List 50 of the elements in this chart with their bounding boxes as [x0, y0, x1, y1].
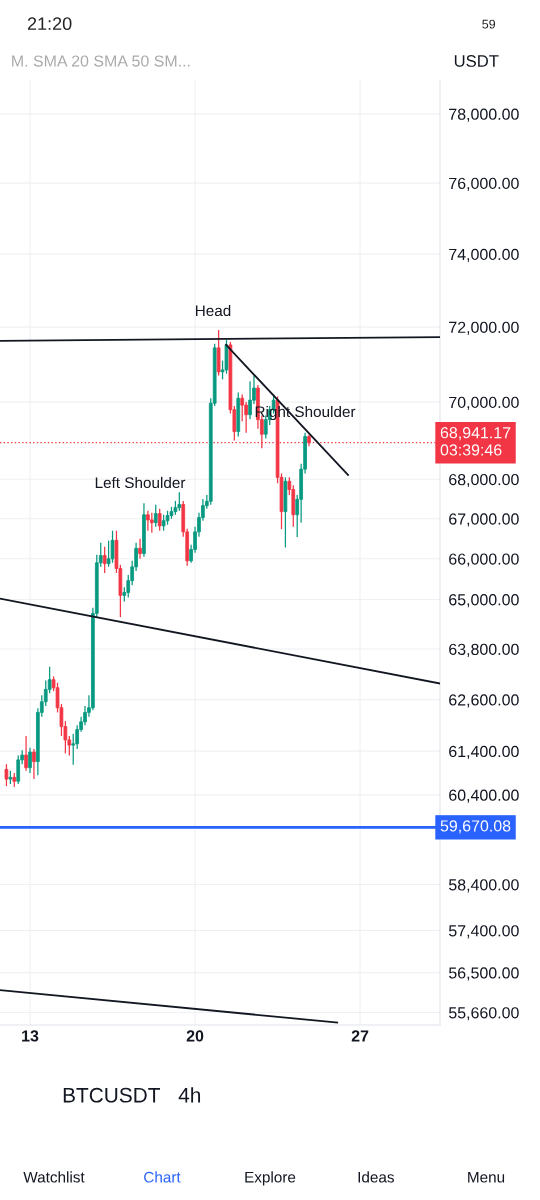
candlestick — [138, 538, 142, 560]
candlestick — [71, 733, 76, 766]
annotation: Left Shoulder — [95, 476, 186, 489]
text: USDT — [454, 55, 499, 67]
text: 21:20 — [27, 17, 72, 31]
text: 59 — [482, 19, 496, 29]
x-tick-label: 27 — [351, 1030, 369, 1042]
text: Watchlist — [23, 1171, 85, 1183]
y-tick-label: 61,400.00 — [449, 745, 519, 759]
y-tick-label: 63,800.00 — [449, 643, 519, 657]
text: Ideas — [358, 1171, 394, 1183]
y-tick-label: 60,400.00 — [449, 789, 519, 803]
ref-line-label: 59,670.08 — [440, 820, 511, 834]
y-tick-label: 56,500.00 — [448, 967, 519, 981]
candlestick — [248, 380, 252, 420]
text: Explore — [245, 1171, 296, 1186]
candlestick — [32, 748, 36, 780]
y-tick-label: 57,400.00 — [448, 925, 519, 939]
text: M. SMA 20 SMA 50 SM... — [12, 55, 190, 67]
candlestick — [102, 546, 107, 574]
candlestick — [153, 504, 158, 528]
y-tick-label: 78,000.00 — [449, 108, 519, 122]
text: 4h — [178, 1087, 201, 1103]
candlestick — [16, 754, 21, 785]
x-tick-label: 20 — [186, 1030, 204, 1042]
candlestick — [146, 510, 150, 532]
y-tick-label: 70,000.00 — [449, 396, 519, 410]
y-tick-label: 65,000.00 — [449, 594, 519, 608]
ref-line-label: 68,941.17 03:39:46 — [440, 427, 511, 456]
y-tick-label: 62,600.00 — [449, 694, 519, 708]
text: Chart — [144, 1171, 181, 1183]
candlestick — [216, 329, 221, 377]
y-tick-label: 74,000.00 — [449, 248, 519, 262]
y-tick-label: 58,400.00 — [448, 879, 519, 893]
candlestick — [110, 530, 115, 564]
candlestick — [150, 512, 154, 534]
y-tick-label: 68,000.00 — [449, 473, 519, 488]
candlestick — [28, 747, 32, 774]
text: Menu — [468, 1171, 505, 1183]
y-tick-label: 72,000.00 — [449, 321, 519, 335]
x-tick-label: 13 — [22, 1030, 39, 1042]
y-tick-label: 76,000.00 — [449, 177, 519, 191]
candlestick — [177, 491, 182, 512]
y-tick-label: 55,660.00 — [448, 1007, 519, 1021]
text: BTCUSDT — [63, 1087, 160, 1103]
y-tick-label: 66,000.00 — [449, 553, 519, 567]
y-tick-label: 67,000.00 — [449, 513, 519, 527]
candlestick — [157, 508, 162, 532]
annotation: Head — [195, 304, 231, 317]
candlestick — [24, 735, 28, 772]
